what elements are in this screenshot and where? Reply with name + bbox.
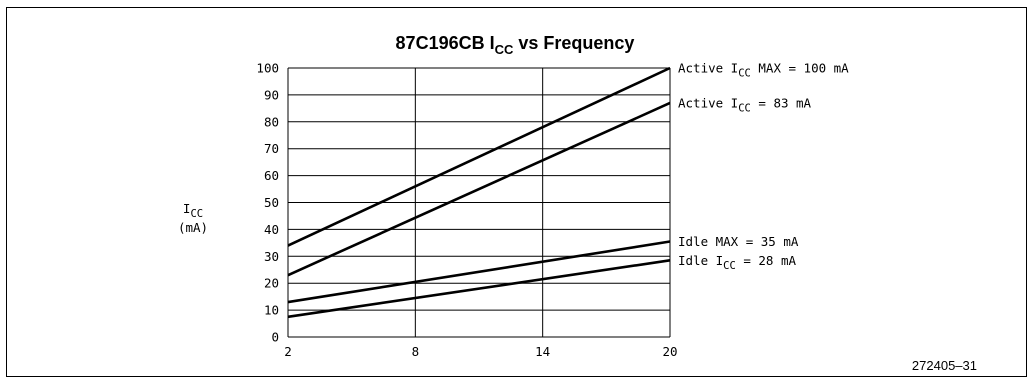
series-label-main: Idle I [678,253,723,268]
chart-svg: 87C196CB ICC vs Frequency 2 8 14 20 0102030… [178,33,977,373]
series-label-main: Idle MAX = 35 mA [678,234,799,249]
series-label-sub: CC [738,68,751,80]
y-axis-unit: (mA) [178,220,208,235]
y-axis-label-sub: CC [190,208,203,220]
y-tick-label: 0 [271,330,279,345]
series-label-2: Active ICC = 83 mA [678,95,812,114]
series-label-rest: = 83 mA [751,95,812,110]
y-axis-label: ICC [183,201,203,220]
series-label-rest: = 28 mA [736,253,797,268]
y-ticks: 0 10 20 30 40 50 60 70 80 90 100 [256,61,279,345]
series-label-3: Idle MAX = 35 mA [678,234,799,249]
y-tick-label: 10 [264,303,279,318]
chart-title: 87C196CB ICC vs Frequency [396,33,635,57]
series-label-sub: CC [738,102,751,114]
y-tick-label: 90 [264,87,279,102]
series-lines [287,66,671,319]
x-tick-label: 8 [412,344,420,359]
x-tick-label: 14 [535,344,550,359]
chart-title-sub: CC [495,42,514,57]
x-tick-label: 20 [662,344,677,359]
series-label-main: Active I [678,95,738,110]
x-ticks: 2 8 14 20 [284,344,677,359]
y-tick-label: 30 [264,249,279,264]
y-axis-label-main: I [183,201,191,216]
gridlines [287,67,671,338]
series-label-4: Idle ICC = 28 mA [678,253,796,272]
y-tick-label: 70 [264,141,279,156]
series-label-rest: MAX = 100 mA [751,61,849,76]
chart-frame: 87C196CB ICC vs Frequency 2 8 14 20 0 10 20 30… [6,7,1027,377]
series-line-3 [287,240,671,304]
y-tick-label: 60 [264,168,279,183]
chart-title-main: 87C196CB I [396,33,495,53]
series-line-2 [287,101,671,277]
series-label-main: Active I [678,61,738,76]
x-tick-label: 2 [284,344,292,359]
y-tick-label: 50 [264,195,279,210]
y-tick-label: 80 [264,114,279,129]
series-label-1: Active ICC MAX = 100 mA [678,61,849,80]
figure-number: 272405–31 [912,358,977,373]
series-line-1 [287,66,671,247]
y-tick-label: 20 [264,276,279,291]
chart-title-rest: vs Frequency [513,33,634,53]
y-tick-label: 100 [256,61,279,76]
series-label-sub: CC [723,260,736,272]
series-line-4 [287,259,671,319]
y-tick-label: 40 [264,222,279,237]
